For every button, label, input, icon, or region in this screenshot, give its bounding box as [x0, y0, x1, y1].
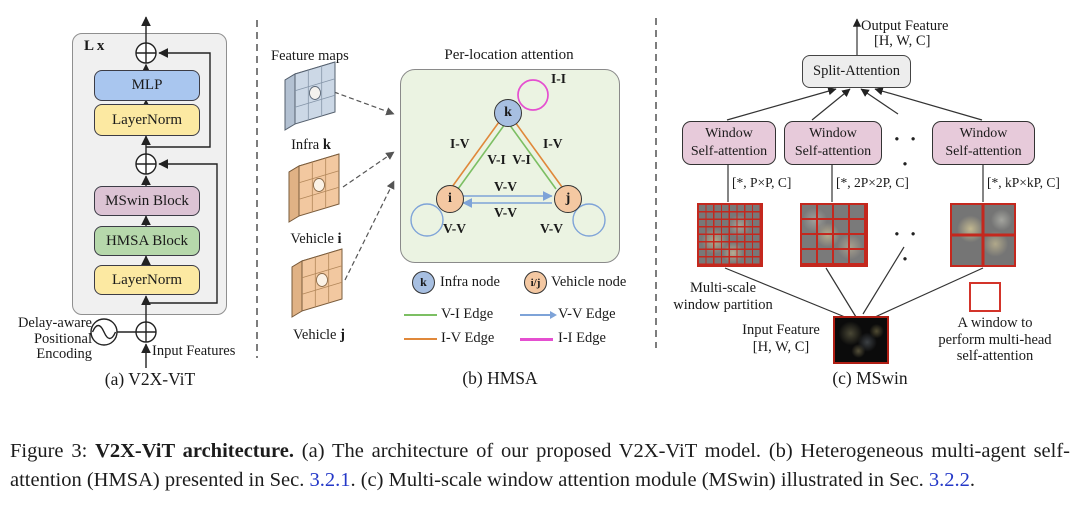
panel-a-caption: (a) V2X-ViT [104, 369, 196, 389]
figure-caption: Figure 3: V2X-ViT architecture. (a) The … [10, 437, 1070, 495]
edge-label-vv-bottom: V-V [494, 205, 517, 220]
add-icon [135, 321, 157, 343]
legend-vehicle-node-symbol: i/j [524, 271, 547, 294]
caption-title: V2X-ViT architecture. [95, 439, 294, 462]
vehicle-node-j: j [554, 185, 582, 213]
legend-iv-edge-label: I-V Edge [441, 330, 495, 346]
feature-map-infra-k [284, 61, 336, 131]
mlp-block: MLP [94, 70, 200, 101]
ellipsis: · · · [893, 222, 919, 271]
feature-map-vehicle-i [288, 153, 340, 223]
partition-image-coarse [950, 203, 1016, 267]
edge-label-iv-right: I-V [543, 136, 563, 151]
edge-label-ii: I-I [551, 71, 567, 86]
window-shape-label-3: [*, kP×kP, C] [987, 175, 1060, 190]
section-link-3-2-1[interactable]: 3.2.1 [309, 468, 351, 491]
layernorm-bottom-block: LayerNorm [94, 265, 200, 295]
legend-vv-edge-label: V-V Edge [558, 306, 616, 322]
panel-b-caption: (b) HMSA [462, 368, 538, 388]
output-feature-shape: [H, W, C] [874, 33, 931, 49]
legend-vi-edge-label: V-I Edge [441, 306, 494, 322]
panel-divider [655, 18, 657, 348]
caption-prefix: Figure 3: [10, 439, 96, 462]
caption-suffix: . [969, 468, 976, 491]
partition-image-fine [697, 203, 763, 267]
section-link-3-2-2[interactable]: 3.2.2 [928, 468, 970, 491]
caption-body-2: . (c) Multi-scale window attention modul… [350, 468, 929, 491]
window-shape-label-2: [*, 2P×2P, C] [836, 175, 909, 190]
positional-encoding-label: Delay-aware Positional Encoding [17, 315, 92, 362]
edge-label-iv-left: I-V [450, 136, 470, 151]
legend-iv-edge-swatch [404, 338, 437, 340]
caption-body-1: (a) The architecture of our proposed V2X… [10, 439, 1070, 491]
vehicle-node-i: i [436, 185, 464, 213]
legend-vv-edge-swatch [520, 311, 557, 319]
vehicle-j-label: Vehicle j [293, 327, 345, 343]
output-feature-label: Output Feature [861, 18, 949, 34]
legend-vehicle-node-label: Vehicle node [551, 274, 627, 290]
input-features-label: Input Features [152, 343, 236, 359]
panel-divider [256, 20, 258, 358]
hmsa-block: HMSA Block [94, 226, 200, 256]
legend-ii-edge-label: I-I Edge [558, 330, 606, 346]
panel-c-caption: (c) MSwin [832, 368, 908, 388]
arrowhead-icon [550, 311, 557, 319]
infra-k-label: Infra k [291, 137, 331, 153]
window-shape-label-1: [*, P×P, C] [732, 175, 792, 190]
input-feature-image [833, 316, 889, 364]
legend-infra-node-label: Infra node [440, 274, 500, 290]
multiscale-partition-label: Multi-scale window partition [673, 280, 773, 313]
layernorm-top-block: LayerNorm [94, 104, 200, 136]
edge-label-vv-top: V-V [494, 179, 517, 194]
split-attention-box: Split-Attention [802, 55, 911, 88]
legend-infra-node-symbol: k [412, 271, 435, 294]
partition-image-medium [800, 203, 868, 267]
legend-vi-edge-swatch [404, 314, 437, 316]
attention-window-legend-label: A window to perform multi-head self-atte… [938, 315, 1052, 364]
ellipsis: · · · [893, 127, 919, 176]
legend-ii-edge-swatch [520, 338, 553, 341]
edge-label-vi-mid: V-I V-I [487, 152, 531, 167]
loop-count-label: L x [84, 38, 105, 54]
input-feature-label: Input Feature [H, W, C] [742, 322, 820, 355]
edge-label-vv-loop-left: V-V [443, 221, 466, 236]
infra-node-k: k [494, 99, 522, 127]
edge-label-vv-loop-right: V-V [540, 221, 563, 236]
mswin-block: MSwin Block [94, 186, 200, 216]
feature-maps-label: Feature maps [271, 48, 349, 64]
feature-map-vehicle-j [291, 248, 343, 318]
attention-window-legend-square [969, 282, 1001, 312]
positional-encoding-icon [90, 318, 118, 346]
vehicle-i-label: Vehicle i [290, 231, 342, 247]
per-location-attention-title: Per-location attention [444, 47, 574, 63]
window-self-attention-box: Window Self-attention [784, 121, 882, 165]
window-self-attention-box: Window Self-attention [682, 121, 776, 165]
window-self-attention-box: Window Self-attention [932, 121, 1035, 165]
